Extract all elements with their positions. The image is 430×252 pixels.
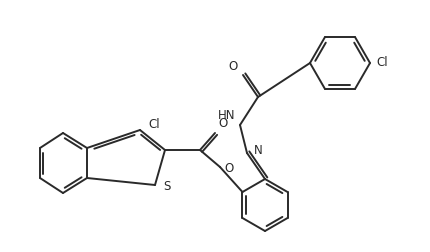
Text: Cl: Cl xyxy=(147,117,159,131)
Text: N: N xyxy=(253,143,262,156)
Text: O: O xyxy=(228,60,237,73)
Text: Cl: Cl xyxy=(375,56,387,70)
Text: O: O xyxy=(218,117,227,130)
Text: O: O xyxy=(224,163,233,175)
Text: HN: HN xyxy=(217,109,234,122)
Text: S: S xyxy=(163,180,170,194)
